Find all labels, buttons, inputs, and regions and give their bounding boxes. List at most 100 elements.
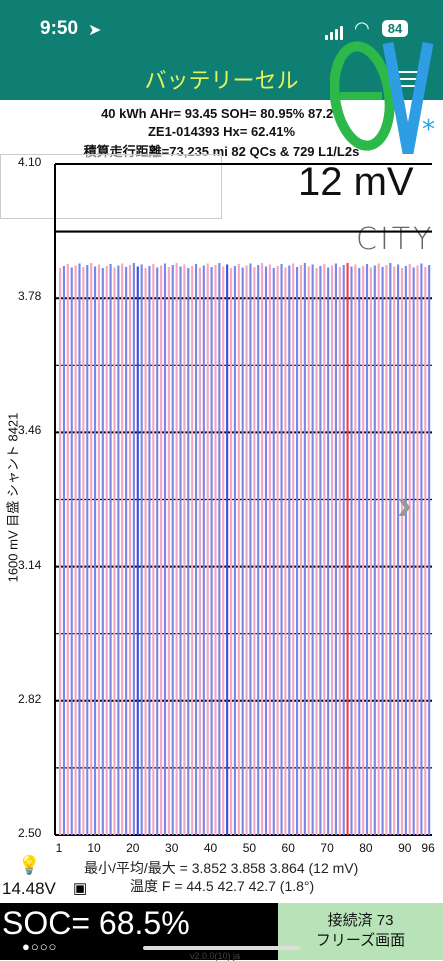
cell-bar <box>400 268 404 835</box>
home-indicator <box>143 946 300 950</box>
cell-bar <box>284 267 287 835</box>
calendar-icon[interactable]: ▣ <box>73 880 88 897</box>
cell-bar <box>323 263 326 836</box>
cell-bar <box>280 263 283 836</box>
cell-bar <box>206 263 209 836</box>
cell-bar <box>237 263 240 836</box>
cell-bar <box>338 267 341 835</box>
cell-bar <box>74 265 77 835</box>
app-version: v2.0.0(10) ja <box>190 951 241 961</box>
y-tick-label: 3.78 <box>18 289 42 304</box>
y-tick-label: 2.50 <box>18 826 42 840</box>
x-tick-label: 20 <box>126 841 140 855</box>
cell-bar <box>412 267 415 835</box>
battery-icon: 84 <box>382 20 408 37</box>
cell-bar <box>264 266 268 835</box>
cell-bar <box>167 267 170 835</box>
cell-bar <box>128 264 132 835</box>
cell-bar <box>268 264 271 836</box>
cell-bar <box>311 264 314 836</box>
cell-bar <box>101 268 104 835</box>
connection-status-label: 接続済 73 <box>327 912 394 929</box>
cell-bar <box>202 265 205 835</box>
cell-bar <box>117 265 120 835</box>
cell-bar <box>350 266 353 835</box>
cell-bar <box>299 264 303 835</box>
y-tick-label: 4.10 <box>18 155 42 169</box>
status-bar: 9:50 ➤ ◠ 84 <box>0 0 443 58</box>
cell-bar <box>315 268 318 835</box>
y-tick-label: 3.46 <box>18 423 42 438</box>
cell-bar <box>397 264 400 836</box>
temperature-stats: 温度 F = 44.5 42.7 42.7 (1.8°) <box>130 878 315 894</box>
cell-bar <box>330 265 334 835</box>
cell-bar <box>334 263 337 836</box>
cell-bar <box>276 265 279 835</box>
cell-bar <box>171 264 174 835</box>
cell-bar <box>140 264 143 836</box>
cell-bar <box>408 263 411 836</box>
cell-bar <box>194 263 198 836</box>
cell-bar <box>272 268 275 835</box>
clock: 9:50 <box>40 18 79 39</box>
x-tick-label: 80 <box>359 841 373 855</box>
cellular-signal-icon <box>325 22 345 40</box>
cell-bar <box>210 267 213 835</box>
spread-mv-label: 12 mV <box>298 160 414 204</box>
cell-bar <box>198 267 202 835</box>
soc-panel: SOC= 68.5% ●○○○ <box>0 903 278 960</box>
cell-bar <box>62 265 66 835</box>
cell-bar <box>307 266 310 835</box>
cell-bar <box>226 264 229 836</box>
cell-bar <box>86 264 89 835</box>
cell-bar <box>385 264 388 835</box>
cell-bar <box>358 268 361 835</box>
lightbulb-icon[interactable]: 💡 <box>18 855 41 875</box>
cell-bar <box>296 267 299 835</box>
cell-bar <box>389 262 392 836</box>
x-tick-label: 96 <box>421 841 435 855</box>
cell-bar <box>342 264 345 835</box>
cell-bar <box>70 267 73 835</box>
aux-battery-voltage: 14.48V <box>2 879 56 898</box>
cell-bar <box>187 268 190 835</box>
cell-bar <box>327 267 330 835</box>
model-label: CITY <box>356 222 435 257</box>
cell-bar <box>160 265 163 835</box>
page-indicator-dots[interactable]: ●○○○ <box>22 939 58 954</box>
cell-bar <box>183 264 186 836</box>
freeze-screen-label: フリーズ画面 <box>315 932 406 949</box>
cell-bar <box>303 262 306 836</box>
cell-bar <box>156 267 159 835</box>
cell-bar <box>257 264 260 835</box>
cell-bar <box>362 265 365 835</box>
menu-icon[interactable] <box>397 66 419 92</box>
cell-bar <box>377 263 380 836</box>
cell-bar <box>163 263 167 836</box>
x-tick-label: 40 <box>204 841 218 855</box>
cell-bar <box>229 268 233 835</box>
next-page-chevron-icon[interactable]: › <box>397 480 412 529</box>
cell-bar <box>365 263 369 836</box>
cell-bar <box>373 265 376 835</box>
cell-bar <box>93 266 97 835</box>
cell-bar <box>424 267 427 835</box>
cell-bar <box>105 265 108 835</box>
connection-status-button[interactable]: 接続済 73 フリーズ画面 <box>278 903 443 960</box>
y-tick-label: 2.82 <box>18 691 42 706</box>
cell-bar <box>214 264 217 835</box>
location-arrow-icon: ➤ <box>88 22 102 39</box>
cell-bar <box>175 262 178 836</box>
x-tick-label: 1 <box>56 841 63 855</box>
cell-bar <box>132 262 135 836</box>
cell-bar <box>428 264 431 835</box>
cell-bar <box>369 267 372 835</box>
cell-bar <box>292 263 295 836</box>
y-tick-label: 3.14 <box>18 557 42 572</box>
wifi-icon: ◠ <box>354 18 370 38</box>
min-avg-max-stats: 最小/平均/最大 = 3.852 3.858 3.864 (12 mV) <box>84 860 359 876</box>
x-tick-label: 90 <box>398 841 412 855</box>
cell-bar <box>148 265 151 835</box>
cell-bar <box>97 264 100 836</box>
cell-voltage-chart: 1 10 20 30 40 50 60 70 80 90 96 <box>54 163 435 855</box>
